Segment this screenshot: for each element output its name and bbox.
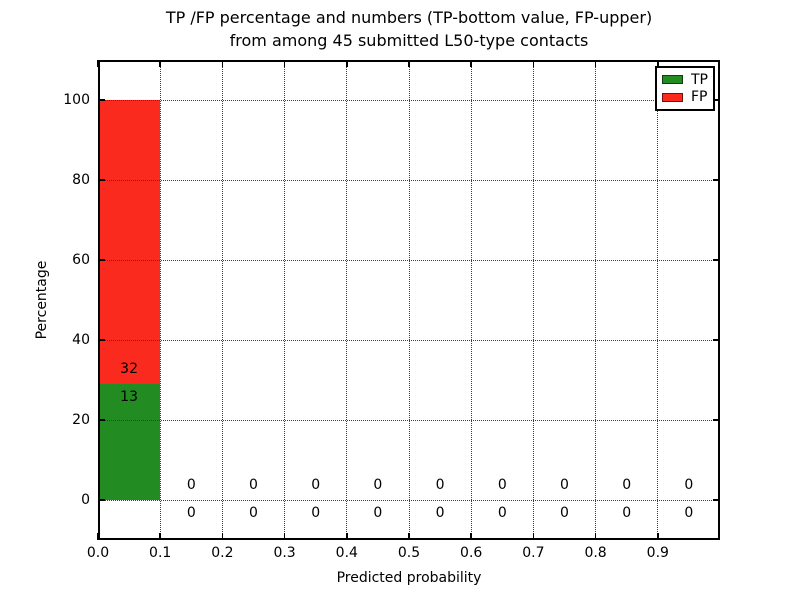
x-tick-mark-top: [346, 60, 348, 67]
legend-label-fp: FP: [691, 89, 708, 106]
x-tick-label: 0.2: [211, 545, 234, 561]
tp-count-label: 0: [249, 505, 258, 521]
x-tick-label: 0.3: [273, 545, 296, 561]
x-tick-mark-top: [221, 60, 224, 67]
y-tick-mark: [98, 179, 105, 181]
fp-count-label: 0: [622, 477, 632, 493]
fp-count-label: 0: [186, 477, 196, 493]
y-tick-mark-right: [713, 99, 720, 101]
x-tick-mark: [470, 533, 472, 540]
tp-count-label: 0: [373, 505, 383, 521]
vertical-gridline: [408, 60, 410, 540]
y-axis-label: Percentage: [34, 260, 50, 340]
x-tick-mark: [221, 533, 224, 540]
tp-count-label: 0: [497, 505, 507, 521]
x-tick-mark-top: [408, 60, 410, 67]
fp-color-swatch: [662, 92, 683, 102]
tp-bar-segment: [98, 384, 161, 500]
x-tick-mark-top: [159, 60, 161, 67]
legend-entry-fp: FP: [662, 89, 708, 105]
x-tick-mark: [346, 533, 348, 540]
horizontal-gridline: [98, 179, 720, 181]
vertical-gridline: [470, 60, 472, 540]
x-tick-label: 0.6: [460, 545, 483, 561]
y-tick-mark: [98, 99, 105, 101]
x-tick-mark: [97, 533, 99, 540]
vertical-gridline: [595, 60, 597, 540]
tp-count-label: 13: [120, 389, 138, 406]
y-tick-mark-right: [713, 339, 720, 341]
y-tick-mark-right: [713, 179, 720, 181]
x-tick-label: 0.7: [522, 545, 545, 561]
x-tick-mark: [594, 533, 597, 540]
horizontal-gridline: [98, 339, 720, 341]
vertical-gridline: [221, 60, 223, 540]
x-tick-mark: [159, 533, 161, 540]
x-tick-mark-top: [532, 60, 535, 67]
x-tick-label: 0.9: [646, 545, 669, 561]
y-tick-label: 0: [81, 492, 90, 508]
x-tick-mark: [408, 533, 410, 540]
fp-count-label: 32: [120, 361, 138, 378]
y-tick-mark-right: [713, 499, 720, 501]
fp-count-label: 0: [560, 477, 569, 493]
vertical-gridline: [284, 60, 286, 540]
x-tick-mark-top: [97, 60, 99, 67]
tp-count-label: 0: [186, 505, 196, 521]
tp-count-label: 0: [435, 505, 445, 521]
x-tick-mark-top: [283, 60, 286, 67]
legend-label-tp: TP: [691, 71, 708, 88]
fp-bar-segment: [98, 100, 161, 385]
y-tick-mark: [98, 259, 105, 261]
x-tick-label: 0.8: [584, 545, 607, 561]
y-tick-mark-right: [713, 419, 720, 421]
vertical-gridline: [159, 60, 161, 540]
tp-count-label: 0: [684, 505, 694, 521]
x-tick-mark: [657, 533, 659, 540]
tp-color-swatch: [662, 75, 683, 85]
x-tick-mark-top: [594, 60, 597, 67]
legend: TP FP: [655, 66, 715, 111]
y-tick-mark: [98, 339, 105, 341]
horizontal-gridline: [98, 259, 720, 261]
y-tick-mark: [98, 419, 105, 421]
tp-count-label: 0: [560, 505, 569, 521]
legend-entry-tp: TP: [662, 72, 708, 88]
y-tick-label: 100: [63, 92, 90, 108]
y-tick-label: 60: [72, 252, 90, 268]
x-tick-label: 0.0: [86, 545, 110, 561]
x-tick-mark: [283, 533, 286, 540]
x-tick-label: 0.5: [397, 545, 421, 561]
plot-area: TP FP 32 13 0 0 0 0 0 0 0 0 0 0 0 0 0 0 0 0 0 0: [97, 60, 720, 540]
chart-title-line-1: TP /FP percentage and numbers (TP-bottom…: [165, 8, 653, 27]
fp-count-label: 0: [497, 477, 507, 493]
x-tick-label: 0.1: [149, 545, 172, 561]
fp-count-label: 0: [249, 477, 258, 493]
tp-count-label: 0: [622, 505, 632, 521]
x-tick-label: 0.4: [335, 545, 358, 561]
x-axis-label: Predicted probability: [336, 570, 482, 586]
horizontal-gridline: [98, 419, 720, 421]
fp-count-label: 0: [373, 477, 383, 493]
tp-count-label: 0: [311, 505, 321, 521]
horizontal-gridline: [98, 499, 720, 501]
x-tick-mark-top: [657, 60, 659, 67]
chart-title-line-2: from among 45 submitted L50-type contact…: [229, 31, 589, 50]
y-tick-mark-right: [713, 259, 720, 261]
fp-count-label: 0: [435, 477, 445, 493]
vertical-gridline: [657, 60, 659, 540]
horizontal-gridline: [98, 99, 720, 101]
y-tick-label: 40: [72, 332, 90, 348]
y-tick-label: 20: [72, 412, 90, 428]
vertical-gridline: [346, 60, 348, 540]
fp-count-label: 0: [311, 477, 321, 493]
x-tick-mark-top: [470, 60, 472, 67]
fp-count-label: 0: [684, 477, 694, 493]
y-tick-mark: [98, 499, 105, 501]
vertical-gridline: [532, 60, 534, 540]
y-tick-label: 80: [72, 172, 90, 188]
x-tick-mark: [532, 533, 535, 540]
